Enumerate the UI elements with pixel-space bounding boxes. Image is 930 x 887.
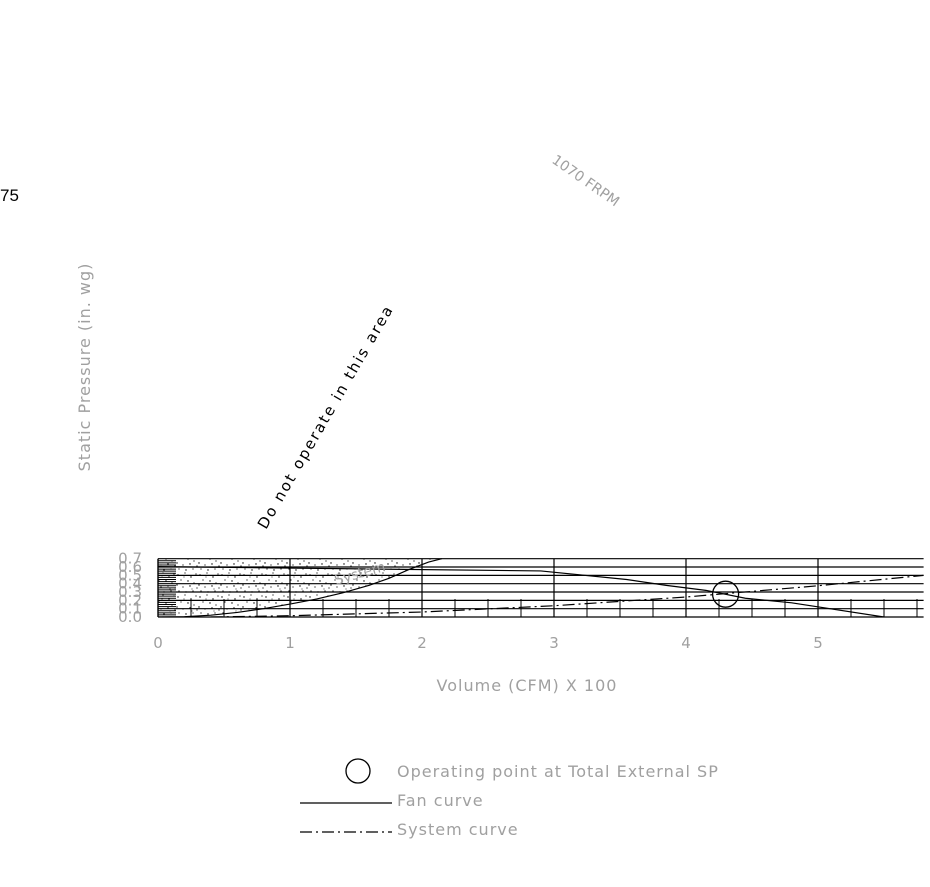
y-tick-label: 0.1 (118, 600, 142, 618)
x-tick-label: 3 (549, 634, 559, 652)
legend-label: Fan curve (397, 791, 484, 810)
y-tick-label: 0.4 (118, 575, 142, 593)
x-tick-label: 1 (285, 634, 295, 652)
y-tick-label: 0.5 (118, 566, 142, 584)
legend-label: Operating point at Total External SP (397, 762, 719, 781)
do-not-operate-region (158, 558, 442, 617)
region-label: Do not operate in this area (254, 301, 398, 532)
x-tick-label: 2 (417, 634, 427, 652)
operating-limit-curve (158, 558, 442, 617)
legend-operating-point-symbol (345, 758, 371, 784)
operating-point-marker (711, 580, 740, 608)
y-tick-label: 0.6 (118, 558, 142, 576)
fan-series-label: 1070 FRPM (549, 152, 622, 210)
y-tick-label: 0.0 (118, 608, 142, 626)
y-tick-label: 0.7 (118, 550, 142, 568)
y-tick-label: 0.2 (118, 591, 142, 609)
fan-curve-line (158, 566, 885, 617)
side-label: 75 (0, 186, 19, 205)
y-axis-title: Static Pressure (in. wg) (75, 263, 94, 472)
legend-label: System curve (397, 820, 519, 839)
x-axis-title: Volume (CFM) X 100 (437, 676, 618, 695)
x-tick-label: 4 (681, 634, 691, 652)
x-tick-label: 5 (813, 634, 823, 652)
x-tick-label: 0 (153, 634, 163, 652)
y-tick-label: 0.3 (118, 583, 142, 601)
